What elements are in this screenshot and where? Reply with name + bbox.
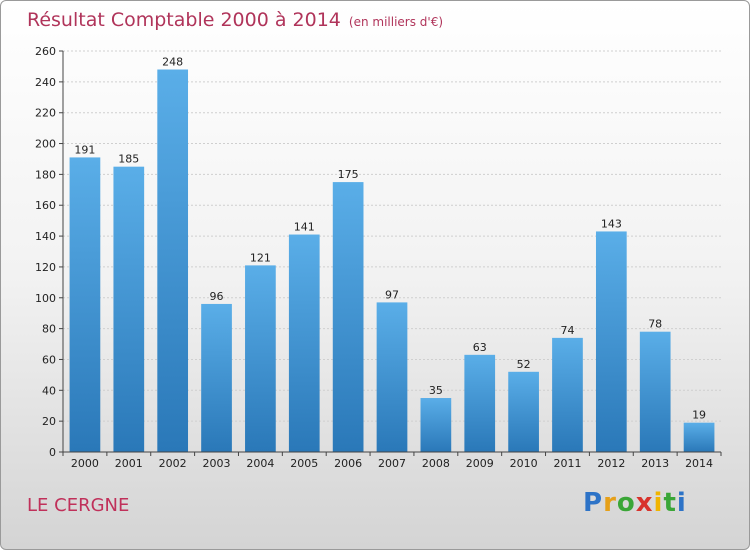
x-tick-label: 2011 bbox=[553, 457, 581, 470]
x-tick-label: 2006 bbox=[334, 457, 362, 470]
bar-value-label: 19 bbox=[692, 409, 706, 422]
bar-2007 bbox=[376, 302, 408, 452]
x-tick-label: 2007 bbox=[378, 457, 406, 470]
proxiti-logo[interactable]: Proxiti bbox=[583, 488, 687, 518]
bar-2001 bbox=[113, 166, 145, 452]
y-tick-label: 240 bbox=[35, 76, 56, 89]
x-tick-label: 2009 bbox=[466, 457, 494, 470]
bar-value-label: 97 bbox=[385, 288, 399, 301]
x-tick-label: 2000 bbox=[71, 457, 99, 470]
y-tick-label: 60 bbox=[42, 353, 56, 366]
logo-letter: i bbox=[653, 488, 664, 518]
x-tick-label: 2002 bbox=[159, 457, 187, 470]
logo-letter: o bbox=[616, 488, 636, 518]
bar-value-label: 175 bbox=[338, 168, 359, 181]
chart-subtitle: (en milliers d'€) bbox=[348, 15, 444, 29]
bar-2006 bbox=[332, 182, 364, 452]
x-tick-label: 2004 bbox=[246, 457, 274, 470]
bar-value-label: 63 bbox=[473, 341, 487, 354]
x-tick-label: 2012 bbox=[597, 457, 625, 470]
y-tick-label: 140 bbox=[35, 230, 56, 243]
y-tick-label: 100 bbox=[35, 292, 56, 305]
place-name: LE CERGNE bbox=[27, 495, 130, 516]
bar-2002 bbox=[157, 69, 189, 452]
bar-value-label: 78 bbox=[648, 318, 662, 331]
bar-2003 bbox=[201, 303, 232, 452]
logo-letter: r bbox=[603, 488, 617, 518]
bar-value-label: 248 bbox=[162, 56, 183, 69]
y-tick-label: 200 bbox=[35, 138, 56, 151]
bar-2004 bbox=[245, 265, 276, 452]
y-tick-label: 180 bbox=[35, 168, 56, 181]
bar-value-label: 121 bbox=[250, 251, 271, 264]
bar-2013 bbox=[639, 331, 671, 452]
bar-2012 bbox=[595, 231, 627, 452]
axes: 0 20 40 60 80 100 120 140 160 180 200 220 240 260 2000… bbox=[35, 45, 722, 470]
bar-2000 bbox=[69, 157, 101, 452]
bar-value-label: 185 bbox=[118, 153, 139, 166]
bar-value-label: 74 bbox=[560, 324, 574, 337]
y-tick-label: 220 bbox=[35, 107, 56, 120]
logo-letter: P bbox=[583, 488, 604, 518]
logo-letter: t bbox=[663, 488, 677, 518]
bar-2010 bbox=[508, 371, 539, 452]
y-tick-label: 80 bbox=[42, 323, 56, 336]
bar-2008 bbox=[420, 398, 452, 452]
bar-2005 bbox=[288, 234, 320, 452]
logo-letter: x bbox=[635, 488, 654, 518]
y-tick-label: 0 bbox=[49, 446, 56, 459]
y-tick-label: 160 bbox=[35, 199, 56, 212]
bar-value-label: 52 bbox=[517, 358, 531, 371]
x-tick-label: 2014 bbox=[685, 457, 713, 470]
bar-2009 bbox=[464, 354, 496, 452]
bar-value-label: 191 bbox=[74, 143, 95, 156]
bar-value-label: 143 bbox=[601, 217, 622, 230]
x-tick-label: 2013 bbox=[641, 457, 669, 470]
chart-title: Résultat Comptable 2000 à 2014 (en millie… bbox=[27, 9, 444, 31]
bar-value-label: 35 bbox=[429, 384, 443, 397]
bar-2011 bbox=[552, 337, 583, 452]
y-tick-label: 40 bbox=[42, 384, 56, 397]
x-tick-label: 2001 bbox=[115, 457, 143, 470]
x-tick-label: 2008 bbox=[422, 457, 450, 470]
logo-letter: i bbox=[676, 488, 687, 518]
bar-value-label: 96 bbox=[210, 290, 224, 303]
y-tick-label: 120 bbox=[35, 261, 56, 274]
x-tick-label: 2010 bbox=[510, 457, 538, 470]
y-tick-label: 20 bbox=[42, 415, 56, 428]
bar-2014 bbox=[683, 422, 715, 452]
x-tick-label: 2005 bbox=[290, 457, 318, 470]
bar-value-label: 141 bbox=[294, 221, 315, 234]
bars: 191 185 248 96 121 141 175 97 35 63 52 74 143 78 19 bbox=[69, 56, 715, 452]
y-tick-label: 260 bbox=[35, 45, 56, 58]
x-tick-label: 2003 bbox=[203, 457, 231, 470]
